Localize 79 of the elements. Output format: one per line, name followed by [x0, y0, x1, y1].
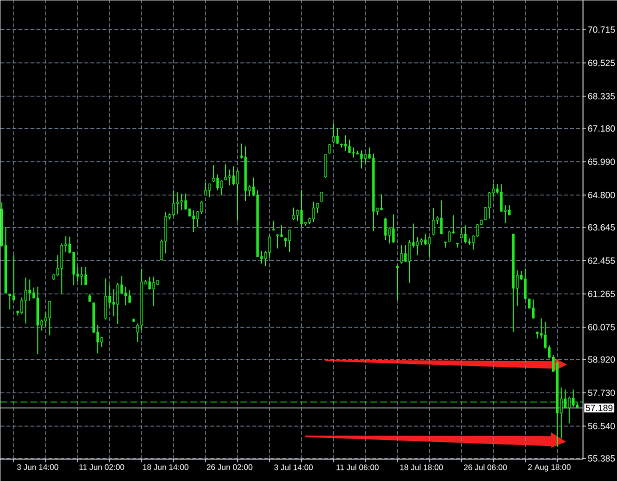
candlestick	[288, 228, 291, 252]
candlestick	[116, 282, 119, 324]
candlestick	[220, 180, 223, 196]
candlestick	[84, 266, 87, 286]
candlestick	[296, 209, 299, 222]
candlestick	[292, 207, 295, 221]
y-tick-label: 58.920	[588, 356, 615, 363]
candlestick	[460, 226, 463, 239]
candlestick	[400, 244, 403, 264]
y-tick-label: 64.800	[588, 192, 615, 198]
candlestick	[332, 123, 335, 144]
y-tick-label: 63.645	[588, 224, 615, 231]
candlestick	[392, 214, 395, 244]
candlestick	[464, 224, 467, 244]
candlestick	[448, 230, 451, 242]
candlestick	[224, 164, 227, 181]
candlestick	[24, 277, 28, 324]
y-tick-label: 56.540	[588, 422, 615, 430]
candlestick	[60, 242, 63, 294]
candlestick	[488, 191, 491, 220]
candlestick	[48, 300, 51, 336]
candlestick	[8, 292, 12, 310]
candlestick	[272, 220, 275, 231]
candlestick	[112, 288, 115, 317]
candlestick	[228, 169, 231, 186]
candlestick	[440, 200, 443, 235]
candlestick	[180, 193, 183, 211]
candlestick	[500, 184, 503, 212]
candlestick	[360, 150, 363, 169]
y-tick-label: 67.180	[588, 125, 615, 132]
candlestick	[276, 234, 279, 249]
candlestick	[280, 224, 283, 238]
candlestick	[424, 233, 427, 246]
candlestick	[300, 189, 303, 228]
candlestick	[416, 236, 419, 256]
y-tick-label: 61.265	[588, 290, 615, 298]
candlestick	[104, 278, 107, 320]
candlestick	[352, 146, 355, 158]
candlestick	[408, 240, 411, 284]
candlestick	[208, 183, 211, 198]
ref-line-label: 57.189	[586, 404, 613, 412]
candlestick	[172, 190, 175, 217]
y-tick-label: 62.455	[588, 257, 615, 264]
candlestick	[128, 290, 131, 304]
candlestick	[384, 217, 387, 241]
y-tick-label: 57.730	[588, 390, 615, 396]
candlestick	[236, 169, 239, 222]
candlestick	[380, 194, 383, 211]
candlestick	[524, 268, 527, 300]
candlestick	[404, 244, 407, 262]
candlestick	[152, 276, 155, 307]
candlestick	[432, 207, 435, 236]
candlestick	[324, 154, 327, 178]
candlestick	[336, 128, 339, 145]
candlestick	[216, 174, 219, 191]
candlestick	[80, 266, 83, 286]
candlestick	[312, 201, 315, 222]
candlestick	[344, 134, 347, 152]
candlestick	[396, 264, 399, 301]
candlestick	[364, 153, 367, 164]
y-tick-label: 55.385	[588, 455, 615, 462]
y-tick-label: 65.990	[588, 158, 615, 165]
candlestick	[348, 139, 351, 154]
candlestick	[12, 254, 16, 301]
candlestick	[176, 192, 179, 215]
candlestick	[532, 298, 535, 319]
candlestick	[124, 286, 127, 306]
candlestick	[204, 182, 207, 196]
candlestick	[232, 166, 235, 186]
y-tick-label: 60.075	[588, 324, 615, 330]
y-tick-label: 68.335	[588, 92, 615, 100]
candlestick	[200, 200, 203, 215]
candlestick	[192, 210, 195, 232]
y-tick-label: 69.525	[588, 60, 615, 66]
candlestick	[268, 234, 271, 258]
y-tick-label: 70.715	[588, 26, 615, 33]
candlestick	[148, 276, 151, 290]
candlestick	[28, 278, 32, 302]
candlestick	[428, 236, 431, 258]
